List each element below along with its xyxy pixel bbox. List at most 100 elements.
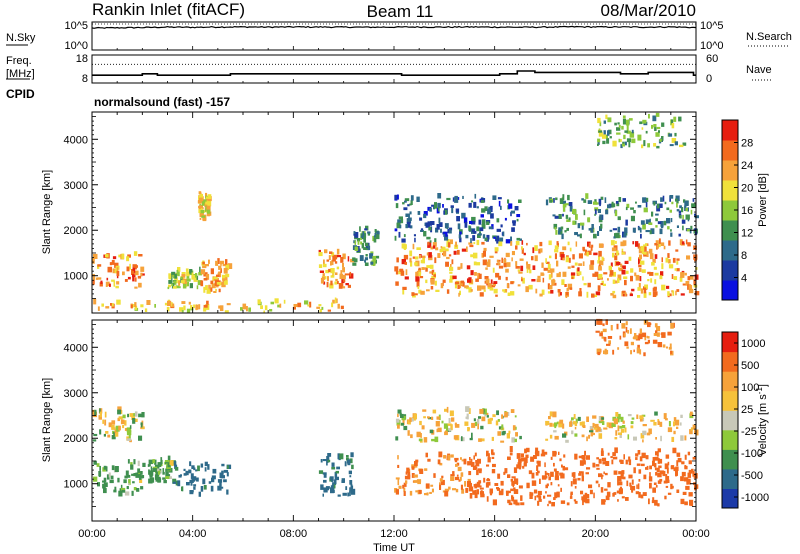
scatter-region-4 [318,248,355,289]
freq-right-tick-bottom: 0 [706,73,712,85]
velocity-ylabel: Slant Range [km] [41,378,53,462]
power-ylabel: Slant Range [km] [41,170,53,254]
x-axis-label: Time UT [373,542,415,554]
scatter-region-1 [167,266,202,290]
ytick-label: 3000 [64,180,88,192]
colorbar-segment [722,449,738,470]
xtick-label: 00:00 [682,528,710,540]
colorbar-tick-label: 4 [741,273,747,285]
colorbar-segment [722,180,738,201]
velocity-colorbar: 1000 500 100 25 -25 -100 -500 -1000 [721,331,769,509]
xtick-label: 00:00 [78,528,106,540]
colorbar-segment [722,371,738,392]
colorbar-segment [722,280,738,301]
power-colorbar-label: Power [dB] [757,173,769,227]
colorbar-tick-label: 20 [741,183,753,195]
colorbar-segment [722,390,738,411]
scatter-region-7 [394,193,522,244]
colorbar-tick-label: 28 [741,138,753,150]
ytick-label: 1000 [64,479,88,491]
xtick-label: 12:00 [380,528,408,540]
noise-right-tick-bottom: 10^0 [700,40,724,52]
power-heatmap [92,112,700,313]
noise-left-tick-top: 10^5 [64,20,88,32]
xtick-label: 20:00 [582,528,610,540]
colorbar-segment [722,200,738,221]
colorbar-tick-label: 1000 [741,338,765,350]
scatter-region-5 [352,225,380,266]
velocity-colorbar-label: Velocity [m s-1] [755,384,769,456]
colorbar-tick-label: 100 [741,382,759,394]
freq-right-tick-top: 60 [706,53,718,65]
colorbar-tick-label: 8 [741,250,747,262]
x-axis: 00:00 04:00 08:00 12:00 16:00 20:00 00:00 [78,46,710,540]
freq-lines [92,63,696,76]
scatter-region-3 [318,452,356,497]
scatter-region-8 [545,193,699,240]
nsearch-label: N.Search [746,31,792,43]
ytick-label: 2000 [64,225,88,237]
scatter-region-1 [147,455,177,484]
xtick-label: 04:00 [179,528,207,540]
colorbar-segment [722,260,738,281]
colorbar-tick-label: 500 [741,360,759,372]
power-colorbar: 4 8 12 16 20 24 28 [721,119,753,301]
nave-label: Nave [746,64,772,76]
date-title: 08/Mar/2010 [601,1,696,20]
colorbar-frame [721,331,739,509]
freq-left-tick-bottom: 8 [82,73,88,85]
colorbar-tick-label: -1000 [741,492,769,504]
site-title: Rankin Inlet (fitACF) [92,0,245,19]
colorbar-segment [722,140,738,161]
colorbar-tick-label: 25 [741,404,753,416]
nsky-label: N.Sky [6,32,36,44]
colorbar-segment [722,488,738,509]
colorbar-segment [722,332,738,353]
scatter-region-9 [92,406,145,443]
colorbar-tick-label: 16 [741,205,753,217]
beam-title: Beam 11 [367,2,434,21]
colorbar-tick-label: -25 [741,426,757,438]
scatter-region-3 [197,191,212,222]
scatter-region-6 [395,406,522,443]
colorbar-segment [722,429,738,450]
colorbar-segment [722,468,738,489]
scatter-region-0 [93,459,146,497]
scatter-region-6 [394,238,700,299]
freq-panel-frame [91,54,697,84]
scatter-region-5 [469,446,699,507]
scatter-region-4 [394,451,474,497]
scatter-region-7 [545,411,699,443]
power-axis: 1000 2000 3000 4000 [64,112,697,313]
colorbar-tick-label: 12 [741,228,753,240]
xtick-label: 08:00 [280,528,308,540]
scatter-region-2 [172,461,232,497]
scatter-region-0 [92,251,145,289]
freq-line [92,70,696,76]
velocity-heatmap [92,318,699,507]
ytick-label: 3000 [64,388,88,400]
cpid-label: CPID [6,87,35,101]
freq-label-line2: [MHz] [6,68,35,80]
scatter-region-10 [93,297,344,313]
scatter-region-2 [200,258,233,294]
scatter-region-8 [595,318,675,357]
colorbar-segment [722,240,738,261]
colorbar-segment [722,120,738,141]
freq-label-line1: Freq. [6,55,32,67]
velocity-axis: 1000 2000 3000 4000 [64,320,697,521]
ytick-label: 4000 [64,134,88,146]
ytick-label: 2000 [64,433,88,445]
colorbar-segment [722,351,738,372]
colorbar-segment [722,410,738,431]
colorbar-segment [722,220,738,241]
ytick-label: 1000 [64,271,88,283]
nsky-line [91,25,697,29]
noise-right-tick-top: 10^5 [700,20,724,32]
colorbar-tick-label: -500 [741,470,763,482]
noise-left-tick-bottom: 10^0 [64,40,88,52]
colorbar-tick-label: -100 [741,448,763,460]
xtick-label: 16:00 [481,528,509,540]
scatter-region-9 [597,112,687,149]
